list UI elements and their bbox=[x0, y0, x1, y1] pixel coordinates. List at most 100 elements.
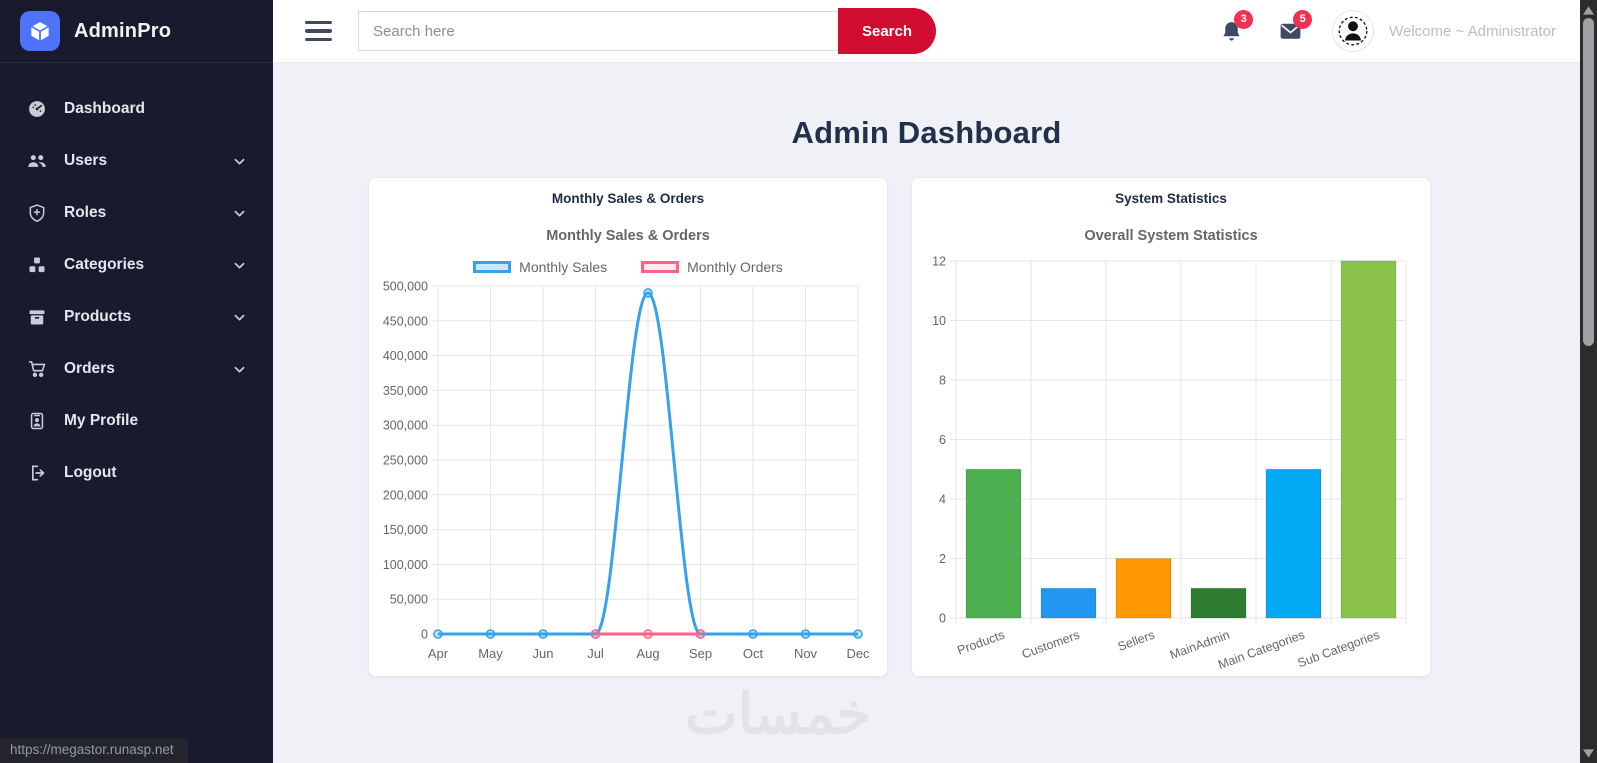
logout-icon bbox=[26, 462, 48, 484]
svg-text:6: 6 bbox=[939, 433, 946, 447]
svg-text:500,000: 500,000 bbox=[383, 280, 428, 294]
cube-icon bbox=[20, 11, 60, 51]
svg-text:10: 10 bbox=[932, 314, 946, 328]
chevron-down-icon bbox=[232, 310, 247, 325]
svg-text:0: 0 bbox=[421, 628, 428, 642]
svg-text:0: 0 bbox=[939, 612, 946, 626]
sidebar-item-label: My Profile bbox=[64, 412, 139, 429]
legend-label: Monthly Orders bbox=[687, 259, 783, 275]
id-card-icon bbox=[26, 410, 48, 432]
legend-label: Monthly Sales bbox=[519, 259, 608, 275]
sidebar-item-orders[interactable]: Orders bbox=[0, 343, 273, 395]
svg-text:Jul: Jul bbox=[587, 646, 604, 661]
chevron-down-icon bbox=[232, 258, 247, 273]
search-group: Search bbox=[358, 8, 936, 54]
svg-text:50,000: 50,000 bbox=[390, 593, 428, 607]
line-chart: 0 50,000 100,000 150,000 200,000 250,000 300,0… bbox=[383, 280, 870, 661]
dashboard-icon bbox=[26, 98, 48, 120]
svg-text:100,000: 100,000 bbox=[383, 558, 428, 572]
search-button[interactable]: Search bbox=[838, 8, 936, 54]
sidebar-item-products[interactable]: Products bbox=[0, 291, 273, 343]
svg-text:2: 2 bbox=[939, 552, 946, 566]
svg-text:350,000: 350,000 bbox=[383, 384, 428, 398]
watermark: خمسات bbox=[685, 682, 872, 745]
legend-swatch bbox=[473, 261, 512, 273]
svg-text:300,000: 300,000 bbox=[383, 419, 428, 433]
sidebar-item-label: Logout bbox=[64, 464, 117, 481]
legend-item[interactable]: Monthly Orders bbox=[641, 259, 783, 275]
svg-text:Dec: Dec bbox=[846, 646, 870, 661]
svg-text:Products: Products bbox=[955, 628, 1006, 658]
sidebar-item-label: Roles bbox=[64, 204, 107, 221]
svg-text:Main Categories: Main Categories bbox=[1216, 628, 1306, 672]
svg-text:Apr: Apr bbox=[428, 646, 449, 661]
bell-badge: 3 bbox=[1234, 9, 1254, 29]
cart-icon bbox=[26, 358, 48, 380]
chart-title: Overall System Statistics bbox=[1084, 228, 1258, 244]
svg-text:Sellers: Sellers bbox=[1116, 628, 1157, 654]
main-content: Admin Dashboard Monthly Sales & Orders M… bbox=[273, 63, 1580, 763]
scrollbar-thumb[interactable] bbox=[1583, 18, 1594, 346]
status-url: https://megastor.runasp.net bbox=[0, 738, 188, 763]
sidebar-item-label: Products bbox=[64, 308, 132, 325]
svg-text:8: 8 bbox=[939, 374, 946, 388]
svg-text:Sep: Sep bbox=[689, 646, 712, 661]
svg-text:Customers: Customers bbox=[1020, 628, 1082, 662]
users-icon bbox=[26, 150, 48, 172]
sidebar-item-users[interactable]: Users bbox=[0, 135, 273, 187]
card-monthly-sales-orders: Monthly Sales & Orders Monthly Sales & O… bbox=[368, 177, 888, 677]
svg-text:Aug: Aug bbox=[636, 646, 659, 661]
svg-text:150,000: 150,000 bbox=[383, 523, 428, 537]
sidebar-item-logout[interactable]: Logout bbox=[0, 447, 273, 499]
chart-title: Monthly Sales & Orders bbox=[546, 228, 710, 244]
svg-text:Jun: Jun bbox=[533, 646, 554, 661]
sidebar-item-label: Dashboard bbox=[64, 100, 145, 117]
card-system-statistics: System Statistics Overall System Statist… bbox=[911, 177, 1431, 677]
chart-legend: Monthly Sales Monthly Orders bbox=[369, 259, 887, 275]
sidebar-item-label: Users bbox=[64, 152, 108, 169]
scroll-down-arrow[interactable] bbox=[1580, 745, 1597, 761]
chevron-down-icon bbox=[232, 154, 247, 169]
svg-text:May: May bbox=[478, 646, 503, 661]
svg-text:200,000: 200,000 bbox=[383, 488, 428, 502]
scrollbar bbox=[1580, 0, 1597, 763]
svg-text:4: 4 bbox=[939, 493, 946, 507]
sidebar-item-roles[interactable]: Roles bbox=[0, 187, 273, 239]
sidebar-item-dashboard[interactable]: Dashboard bbox=[0, 83, 273, 135]
topbar: Search 3 5 Welcome ~ Administrator bbox=[273, 0, 1580, 63]
envelope-icon[interactable]: 5 bbox=[1278, 9, 1313, 44]
hamburger-menu-icon[interactable] bbox=[305, 20, 332, 42]
sidebar: AdminPro Dashboard Users Roles Categories Pr… bbox=[0, 0, 273, 763]
categories-icon bbox=[26, 254, 48, 276]
svg-text:12: 12 bbox=[932, 255, 946, 269]
card-title: Monthly Sales & Orders bbox=[551, 191, 705, 206]
svg-text:Oct: Oct bbox=[743, 646, 764, 661]
welcome-text: Welcome ~ Administrator bbox=[1389, 22, 1556, 40]
card-title: System Statistics bbox=[1115, 191, 1227, 206]
chevron-down-icon bbox=[232, 206, 247, 221]
svg-text:Nov: Nov bbox=[794, 646, 818, 661]
mail-badge: 5 bbox=[1293, 9, 1313, 29]
brand[interactable]: AdminPro bbox=[0, 0, 273, 63]
sidebar-item-label: Orders bbox=[64, 360, 115, 377]
cards-row: Monthly Sales & Orders Monthly Sales & O… bbox=[273, 177, 1580, 677]
avatar[interactable] bbox=[1333, 11, 1374, 51]
scroll-up-arrow[interactable] bbox=[1580, 2, 1597, 18]
svg-text:400,000: 400,000 bbox=[383, 349, 428, 363]
search-input[interactable] bbox=[358, 11, 838, 51]
product-box-icon bbox=[26, 306, 48, 328]
page-title: Admin Dashboard bbox=[791, 115, 1062, 150]
svg-text:450,000: 450,000 bbox=[383, 314, 428, 328]
chevron-down-icon bbox=[232, 362, 247, 377]
bell-icon[interactable]: 3 bbox=[1219, 9, 1254, 44]
app-name: AdminPro bbox=[74, 19, 172, 42]
svg-text:Sub Categories: Sub Categories bbox=[1296, 628, 1382, 671]
sidebar-item-categories[interactable]: Categories bbox=[0, 239, 273, 291]
legend-swatch bbox=[641, 261, 680, 273]
svg-text:250,000: 250,000 bbox=[383, 454, 428, 468]
legend-item[interactable]: Monthly Sales bbox=[473, 259, 607, 275]
topbar-right: 3 5 Welcome ~ Administrator bbox=[1219, 9, 1556, 51]
sidebar-item-my-profile[interactable]: My Profile bbox=[0, 395, 273, 447]
shield-icon bbox=[26, 202, 48, 224]
